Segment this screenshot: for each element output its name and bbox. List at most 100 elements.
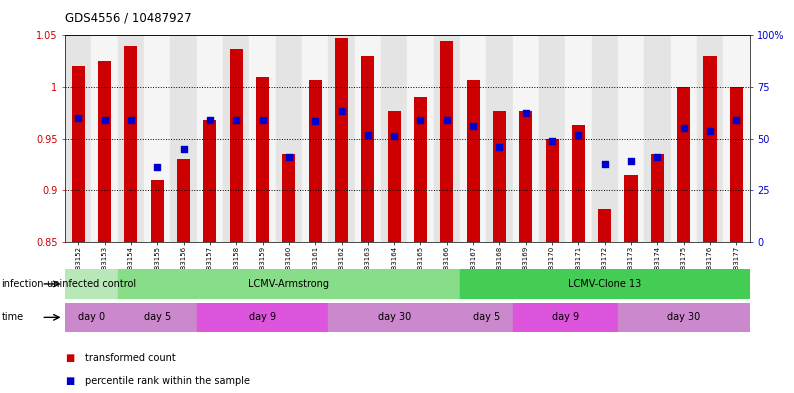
Text: day 30: day 30 — [667, 312, 700, 322]
Bar — [71, 66, 85, 242]
Point — [545, 138, 558, 144]
Bar — [467, 80, 480, 242]
Bar — [414, 97, 427, 242]
Text: percentile rank within the sample: percentile rank within the sample — [85, 376, 250, 386]
Bar — [460, 269, 750, 299]
Bar — [65, 269, 118, 299]
Text: LCMV-Clone 13: LCMV-Clone 13 — [569, 279, 642, 289]
Bar — [65, 35, 91, 242]
Text: day 9: day 9 — [249, 312, 276, 322]
Bar — [125, 46, 137, 242]
Bar — [618, 35, 644, 242]
Bar — [355, 35, 381, 242]
Point — [651, 154, 664, 160]
Point — [441, 117, 453, 123]
Point — [361, 132, 374, 139]
Point — [230, 117, 243, 123]
Bar — [177, 159, 190, 242]
Bar — [730, 87, 743, 242]
Text: GDS4556 / 10487927: GDS4556 / 10487927 — [65, 12, 191, 25]
Text: ■: ■ — [65, 376, 75, 386]
Bar — [98, 61, 111, 242]
Bar — [329, 35, 355, 242]
Point — [730, 117, 742, 123]
Point — [177, 146, 190, 152]
Bar — [671, 35, 697, 242]
Bar — [387, 111, 401, 242]
Point — [599, 161, 611, 167]
Bar — [545, 138, 559, 242]
Point — [467, 123, 480, 129]
Bar — [223, 35, 249, 242]
Point — [309, 118, 322, 124]
Bar — [519, 111, 532, 242]
Bar — [381, 35, 407, 242]
Bar — [335, 39, 348, 242]
Bar — [677, 87, 690, 242]
Point — [72, 115, 85, 121]
Bar — [723, 35, 750, 242]
Text: day 5: day 5 — [472, 312, 500, 322]
Point — [125, 117, 137, 123]
Text: uninfected control: uninfected control — [47, 279, 136, 289]
Text: LCMV-Armstrong: LCMV-Armstrong — [249, 279, 330, 289]
Bar — [651, 154, 664, 242]
Point — [98, 117, 111, 123]
Bar — [572, 125, 585, 242]
Bar — [625, 174, 638, 242]
Bar — [460, 303, 513, 332]
Bar — [460, 35, 486, 242]
Bar — [539, 35, 565, 242]
Bar — [440, 40, 453, 242]
Bar — [197, 303, 329, 332]
Point — [203, 117, 216, 123]
Bar — [65, 303, 118, 332]
Point — [703, 128, 716, 134]
Point — [677, 125, 690, 131]
Point — [414, 117, 427, 123]
Bar — [197, 35, 223, 242]
Bar — [513, 303, 618, 332]
Bar — [144, 35, 171, 242]
Bar — [118, 269, 460, 299]
Bar — [565, 35, 592, 242]
Text: day 9: day 9 — [552, 312, 579, 322]
Bar — [486, 35, 513, 242]
Bar — [276, 35, 302, 242]
Bar — [513, 35, 539, 242]
Bar — [151, 180, 164, 242]
Bar — [203, 120, 217, 242]
Bar — [91, 35, 118, 242]
Bar — [703, 56, 717, 242]
Text: day 5: day 5 — [144, 312, 171, 322]
Point — [151, 164, 164, 171]
Bar — [283, 154, 295, 242]
Bar — [118, 303, 197, 332]
Text: ■: ■ — [65, 353, 75, 363]
Bar — [697, 35, 723, 242]
Bar — [302, 35, 329, 242]
Point — [335, 108, 348, 114]
Text: day 30: day 30 — [377, 312, 410, 322]
Bar — [434, 35, 460, 242]
Text: day 0: day 0 — [78, 312, 105, 322]
Point — [283, 154, 295, 160]
Point — [625, 158, 638, 164]
Bar — [229, 49, 243, 242]
Bar — [256, 77, 269, 242]
Point — [572, 132, 584, 139]
Bar — [407, 35, 434, 242]
Point — [493, 143, 506, 150]
Bar — [598, 209, 611, 242]
Text: time: time — [2, 312, 24, 322]
Point — [256, 117, 269, 123]
Bar — [618, 303, 750, 332]
Bar — [118, 35, 144, 242]
Bar — [644, 35, 671, 242]
Bar — [171, 35, 197, 242]
Bar — [329, 303, 460, 332]
Bar — [592, 35, 618, 242]
Bar — [249, 35, 276, 242]
Text: infection: infection — [2, 279, 44, 289]
Point — [387, 133, 400, 140]
